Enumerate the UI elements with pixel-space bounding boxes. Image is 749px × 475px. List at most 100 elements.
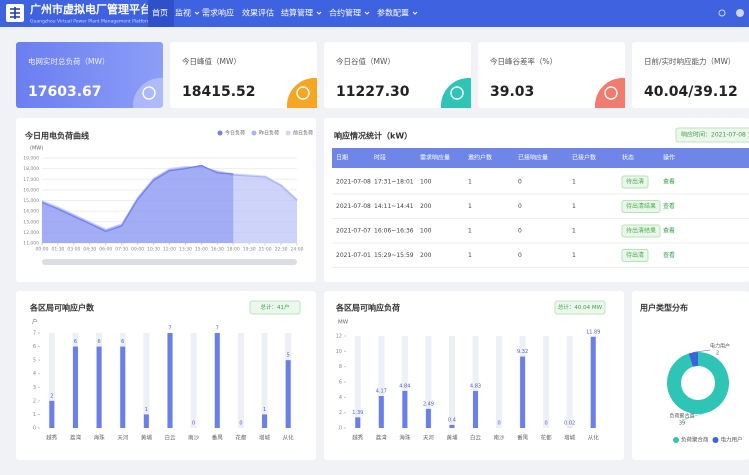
logo-mark (10, 7, 20, 19)
status-tag: 待出清 (626, 178, 644, 186)
view-link[interactable]: 查看 (663, 251, 675, 259)
x-tick-label: 花都 (235, 434, 247, 442)
y-axis-label: (MW) (30, 146, 43, 152)
nav-item[interactable]: 监视 (175, 8, 191, 18)
total-badge-text: 总计：41户 (261, 303, 290, 311)
chart-title: 各区局可响应负荷 (335, 303, 400, 313)
x-tick-label: 番禺 (517, 435, 528, 442)
nav-item[interactable]: 参数配置 (377, 8, 409, 18)
x-tick-label: 01:30 (51, 247, 64, 253)
y-tick-label: 0 (339, 426, 342, 432)
scrollbar[interactable] (42, 259, 297, 265)
y-tick-label: 4 (339, 395, 342, 401)
table-cell: 1 (468, 179, 472, 186)
table-cell: 2021-07-01 (336, 252, 371, 259)
bar-track (567, 336, 573, 428)
bar-value-label: 0 (497, 421, 500, 427)
view-link[interactable]: 查看 (663, 227, 675, 235)
legend-swatch (252, 131, 257, 136)
bar-track (191, 333, 197, 428)
bar (379, 396, 384, 428)
y-tick-label: 15,000 (23, 198, 39, 204)
nav-item[interactable]: 结算管理 (281, 8, 313, 18)
kpi-value: 40.04/39.12 (644, 84, 738, 100)
y-tick-label: 18,000 (23, 166, 39, 172)
bar (49, 401, 54, 428)
x-tick-label: 花都 (541, 434, 553, 442)
x-tick-label: 天河 (117, 434, 129, 442)
bar-value-label: 7 (168, 326, 171, 332)
nav-item[interactable]: 首页 (152, 8, 168, 18)
y-tick-label: 12,000 (23, 230, 39, 236)
y-axis-label: 户 (32, 318, 38, 326)
table-cell: 1 (572, 203, 576, 210)
view-link[interactable]: 查看 (663, 178, 675, 186)
x-tick-label: 白云 (470, 434, 482, 442)
table-cell: 100 (420, 179, 432, 186)
view-link[interactable]: 查看 (663, 202, 675, 210)
x-tick-label: 增城 (564, 434, 576, 442)
legend-label: 负荷聚合商 (681, 436, 709, 444)
bar-track (238, 333, 244, 428)
bar-track (449, 336, 455, 428)
table-cell: 15:29~15:59 (374, 252, 414, 259)
user-icon[interactable] (736, 9, 744, 17)
table-header: 状态 (622, 154, 634, 162)
x-tick-label: 南沙 (188, 434, 200, 442)
kpi-value: 17603.67 (28, 84, 102, 100)
y-tick-label: 6 (339, 380, 342, 386)
table-header: 日期 (336, 154, 348, 162)
y-tick-label: 19,000 (23, 156, 39, 162)
bar-value-label: 1 (145, 407, 148, 413)
x-tick-label: 增城 (259, 434, 271, 442)
bar (591, 337, 596, 428)
x-tick-label: 07:30 (115, 247, 128, 253)
table-cell: 0 (518, 203, 522, 210)
bar-value-label: 6 (97, 339, 100, 345)
y-tick-label: 11,000 (23, 241, 39, 247)
nav-item[interactable]: 需求响应 (202, 8, 234, 18)
bar (215, 333, 220, 428)
x-tick-label: 00:00 (36, 247, 49, 253)
kpi-value: 11227.30 (336, 84, 410, 100)
bar-value-label: 9.32 (517, 349, 528, 355)
app-subtitle: Guangzhou Virtual Power Plant Management… (30, 19, 151, 25)
card (632, 291, 749, 460)
y-tick-label: 5 (33, 358, 36, 364)
legend-swatch (218, 131, 223, 136)
table-header: 时段 (374, 154, 386, 162)
table-cell: 200 (420, 252, 432, 259)
nav-item[interactable]: 效果评估 (242, 8, 274, 18)
x-tick-label: 19:30 (243, 247, 256, 253)
table-cell: 14:11~14:41 (374, 203, 414, 210)
kpi-label: 今日谷值（MW） (336, 56, 395, 66)
bar-value-label: 0 (192, 421, 195, 427)
y-tick-label: 4 (33, 371, 36, 377)
x-tick-label: 12:00 (163, 247, 176, 253)
bar (286, 360, 291, 428)
bar (120, 347, 125, 428)
y-tick-label: 13,000 (23, 219, 39, 225)
app-title: 广州市虚拟电厂管理平台 (30, 2, 151, 16)
x-tick-label: 越秀 (352, 434, 364, 442)
table-title: 响应情况统计（kW） (334, 131, 412, 141)
bar-value-label: 1 (263, 407, 266, 413)
nav-item[interactable]: 合约管理 (329, 8, 361, 18)
y-tick-label: 14,000 (23, 209, 39, 215)
bar (355, 417, 360, 428)
bar (426, 409, 431, 428)
x-tick-label: 16:30 (211, 247, 224, 253)
table-cell: 1 (468, 203, 472, 210)
y-tick-label: 0 (33, 426, 36, 432)
kpi-label: 电网实时总负荷（MW） (28, 56, 109, 66)
chart-title: 用户类型分布 (639, 303, 688, 313)
table-cell: 1 (468, 228, 472, 235)
bar (473, 391, 478, 428)
bar-value-label: 5 (287, 353, 290, 359)
bar (402, 391, 407, 428)
bar-value-label: 2.49 (423, 401, 434, 407)
y-tick-label: 16,000 (23, 187, 39, 193)
bar (520, 357, 525, 428)
table-cell: 2021-07-08 (336, 179, 371, 186)
